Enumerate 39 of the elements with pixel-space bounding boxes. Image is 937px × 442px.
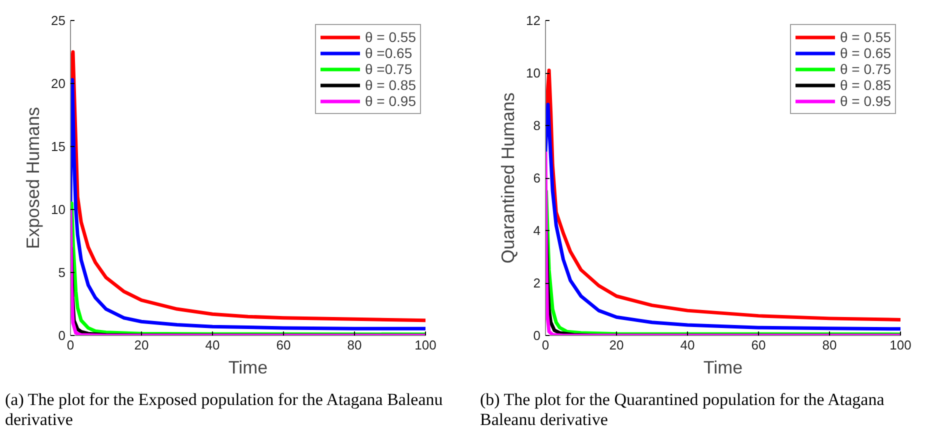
- x-tick-label: 60: [751, 338, 766, 352]
- x-tick-label: 100: [890, 338, 912, 352]
- legend-label: θ = 0.85: [840, 77, 891, 93]
- y-tick-label: 5: [58, 265, 66, 280]
- y-tick-label: 0: [533, 328, 541, 343]
- legend-label: θ =0.75: [365, 61, 412, 77]
- legend-label: θ = 0.65: [840, 45, 891, 61]
- y-tick-label: 15: [51, 139, 66, 154]
- legend-label: θ = 0.95: [840, 93, 891, 109]
- x-axis-title: Time: [703, 358, 743, 378]
- x-tick-label: 80: [822, 338, 837, 352]
- y-tick-label: 8: [533, 118, 541, 133]
- y-tick-label: 12: [526, 13, 541, 28]
- y-axis-title: Quarantined Humans: [498, 92, 518, 264]
- x-tick-label: 20: [134, 338, 149, 352]
- y-tick-label: 25: [51, 13, 66, 28]
- x-tick-label: 40: [680, 338, 695, 352]
- legend-label: θ = 0.55: [365, 29, 416, 45]
- text: (b) The plot for the Quarantined population for the Atagana Baleanu derivative: [480, 390, 886, 430]
- x-tick-label: 80: [347, 338, 362, 352]
- y-tick-label: 2: [533, 276, 541, 290]
- x-tick-label: 20: [609, 338, 624, 352]
- y-tick-label: 6: [533, 170, 541, 186]
- legend-label: θ = 0.85: [365, 77, 416, 93]
- y-tick-label: 10: [51, 202, 66, 217]
- y-tick-label: 4: [533, 223, 541, 238]
- x-tick-label: 40: [205, 338, 220, 352]
- y-tick-label: 0: [58, 328, 66, 343]
- x-tick-label: 60: [276, 338, 291, 352]
- x-axis-title: Time: [228, 358, 268, 378]
- legend-label: θ = 0.55: [840, 29, 891, 45]
- legend-label: θ =0.65: [365, 45, 412, 61]
- legend-label: θ = 0.75: [840, 61, 891, 77]
- legend-label: θ = 0.95: [365, 93, 416, 109]
- y-tick-label: 10: [526, 66, 541, 80]
- y-axis-title: Exposed Humans: [23, 106, 44, 250]
- text: (a) The plot for the Exposed population for the Atagana Baleanu derivative: [5, 390, 444, 430]
- y-tick-label: 20: [51, 76, 66, 91]
- x-tick-label: 100: [414, 338, 436, 352]
